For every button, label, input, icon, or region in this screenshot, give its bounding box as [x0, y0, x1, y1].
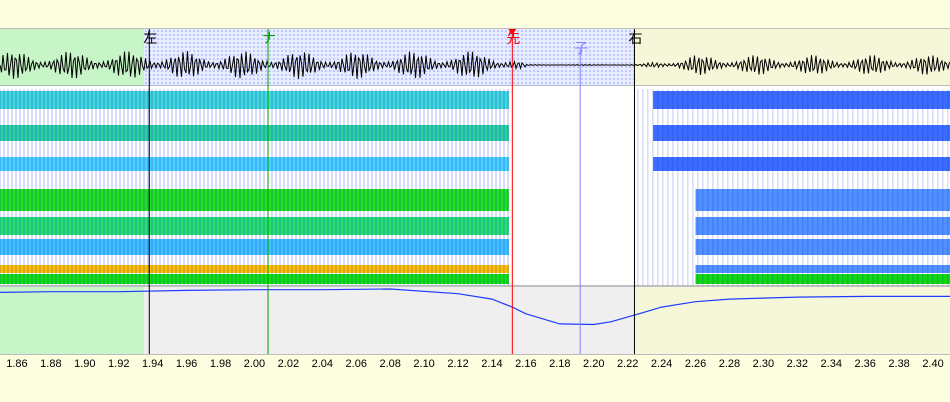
time-tick-label: 2.32 — [787, 358, 808, 370]
time-tick-label: 1.92 — [108, 358, 129, 370]
time-tick-label: 1.90 — [74, 358, 95, 370]
marker-label-right: 右 — [628, 31, 642, 47]
time-tick-label: 1.94 — [142, 358, 163, 370]
waveform-spectrogram-panel[interactable]: 左ナ先子右 — [0, 28, 950, 355]
time-tick-label: 2.36 — [854, 358, 875, 370]
pitch-curve — [0, 288, 950, 326]
time-tick-label: 2.40 — [922, 358, 943, 370]
time-tick-label: 2.20 — [583, 358, 604, 370]
spectrogram-band — [653, 125, 950, 141]
spectrogram-band — [653, 157, 950, 171]
spectrogram-band — [0, 274, 509, 284]
spectrogram-band — [695, 239, 950, 255]
time-tick-label: 1.96 — [176, 358, 197, 370]
spectrogram-silence — [512, 86, 635, 286]
spectrogram-band — [0, 265, 509, 273]
marker-label-onset: 先 — [506, 31, 520, 47]
segment-markers[interactable]: 左ナ先子右 — [143, 29, 642, 354]
spectrogram-band — [695, 189, 950, 211]
spectrogram-band — [695, 217, 950, 235]
time-tick-label: 2.16 — [515, 358, 536, 370]
time-tick-label: 2.12 — [447, 358, 468, 370]
time-tick-label: 1.98 — [210, 358, 231, 370]
marker-label-left: 左 — [143, 31, 157, 47]
time-tick-label: 2.02 — [278, 358, 299, 370]
time-tick-label: 1.86 — [6, 358, 27, 370]
time-tick-label: 2.22 — [617, 358, 638, 370]
pitch-right-region — [634, 287, 950, 354]
time-axis: 1.86 1.88 1.90 1.92 1.94 1.96 1.98 2.00 2.02 2.04… — [6, 358, 943, 370]
spectrogram-band — [0, 91, 509, 109]
pitch-left-region — [0, 287, 144, 354]
spectrogram-bands — [0, 86, 950, 286]
waveform-right-region — [634, 29, 950, 86]
time-tick-label: 2.00 — [244, 358, 265, 370]
spectrogram-lane[interactable] — [0, 86, 950, 287]
time-tick-label: 2.38 — [888, 358, 909, 370]
spectrogram-band — [695, 274, 950, 284]
marker-label-end: 子 — [574, 41, 588, 57]
pitch-selection-region — [144, 287, 634, 354]
spectrogram-band — [0, 239, 509, 255]
spectrogram-band — [0, 157, 509, 171]
spectrogram-band — [0, 189, 509, 211]
time-tick-label: 2.18 — [549, 358, 570, 370]
time-tick-label: 2.04 — [312, 358, 333, 370]
time-tick-label: 1.88 — [40, 358, 61, 370]
marker-label-cursor: ナ — [262, 31, 276, 47]
time-tick-label: 2.10 — [413, 358, 434, 370]
time-tick-label: 2.34 — [821, 358, 842, 370]
spectrogram-band — [0, 217, 509, 235]
analysis-view[interactable]: 左ナ先子右 — [0, 29, 950, 354]
time-tick-label: 2.24 — [651, 358, 672, 370]
time-tick-label: 2.28 — [719, 358, 740, 370]
spectrogram-band — [0, 125, 509, 141]
waveform-selection — [144, 29, 634, 86]
waveform-trace — [0, 51, 950, 79]
time-tick-label: 2.26 — [685, 358, 706, 370]
time-tick-label: 2.06 — [346, 358, 367, 370]
time-tick-label: 2.08 — [379, 358, 400, 370]
spectrogram-band — [653, 91, 950, 109]
pitch-lane[interactable] — [0, 287, 950, 354]
marker-handle-onset[interactable] — [508, 29, 517, 35]
time-tick-label: 2.14 — [481, 358, 502, 370]
spectrogram-band — [695, 265, 950, 273]
time-tick-label: 2.30 — [753, 358, 774, 370]
